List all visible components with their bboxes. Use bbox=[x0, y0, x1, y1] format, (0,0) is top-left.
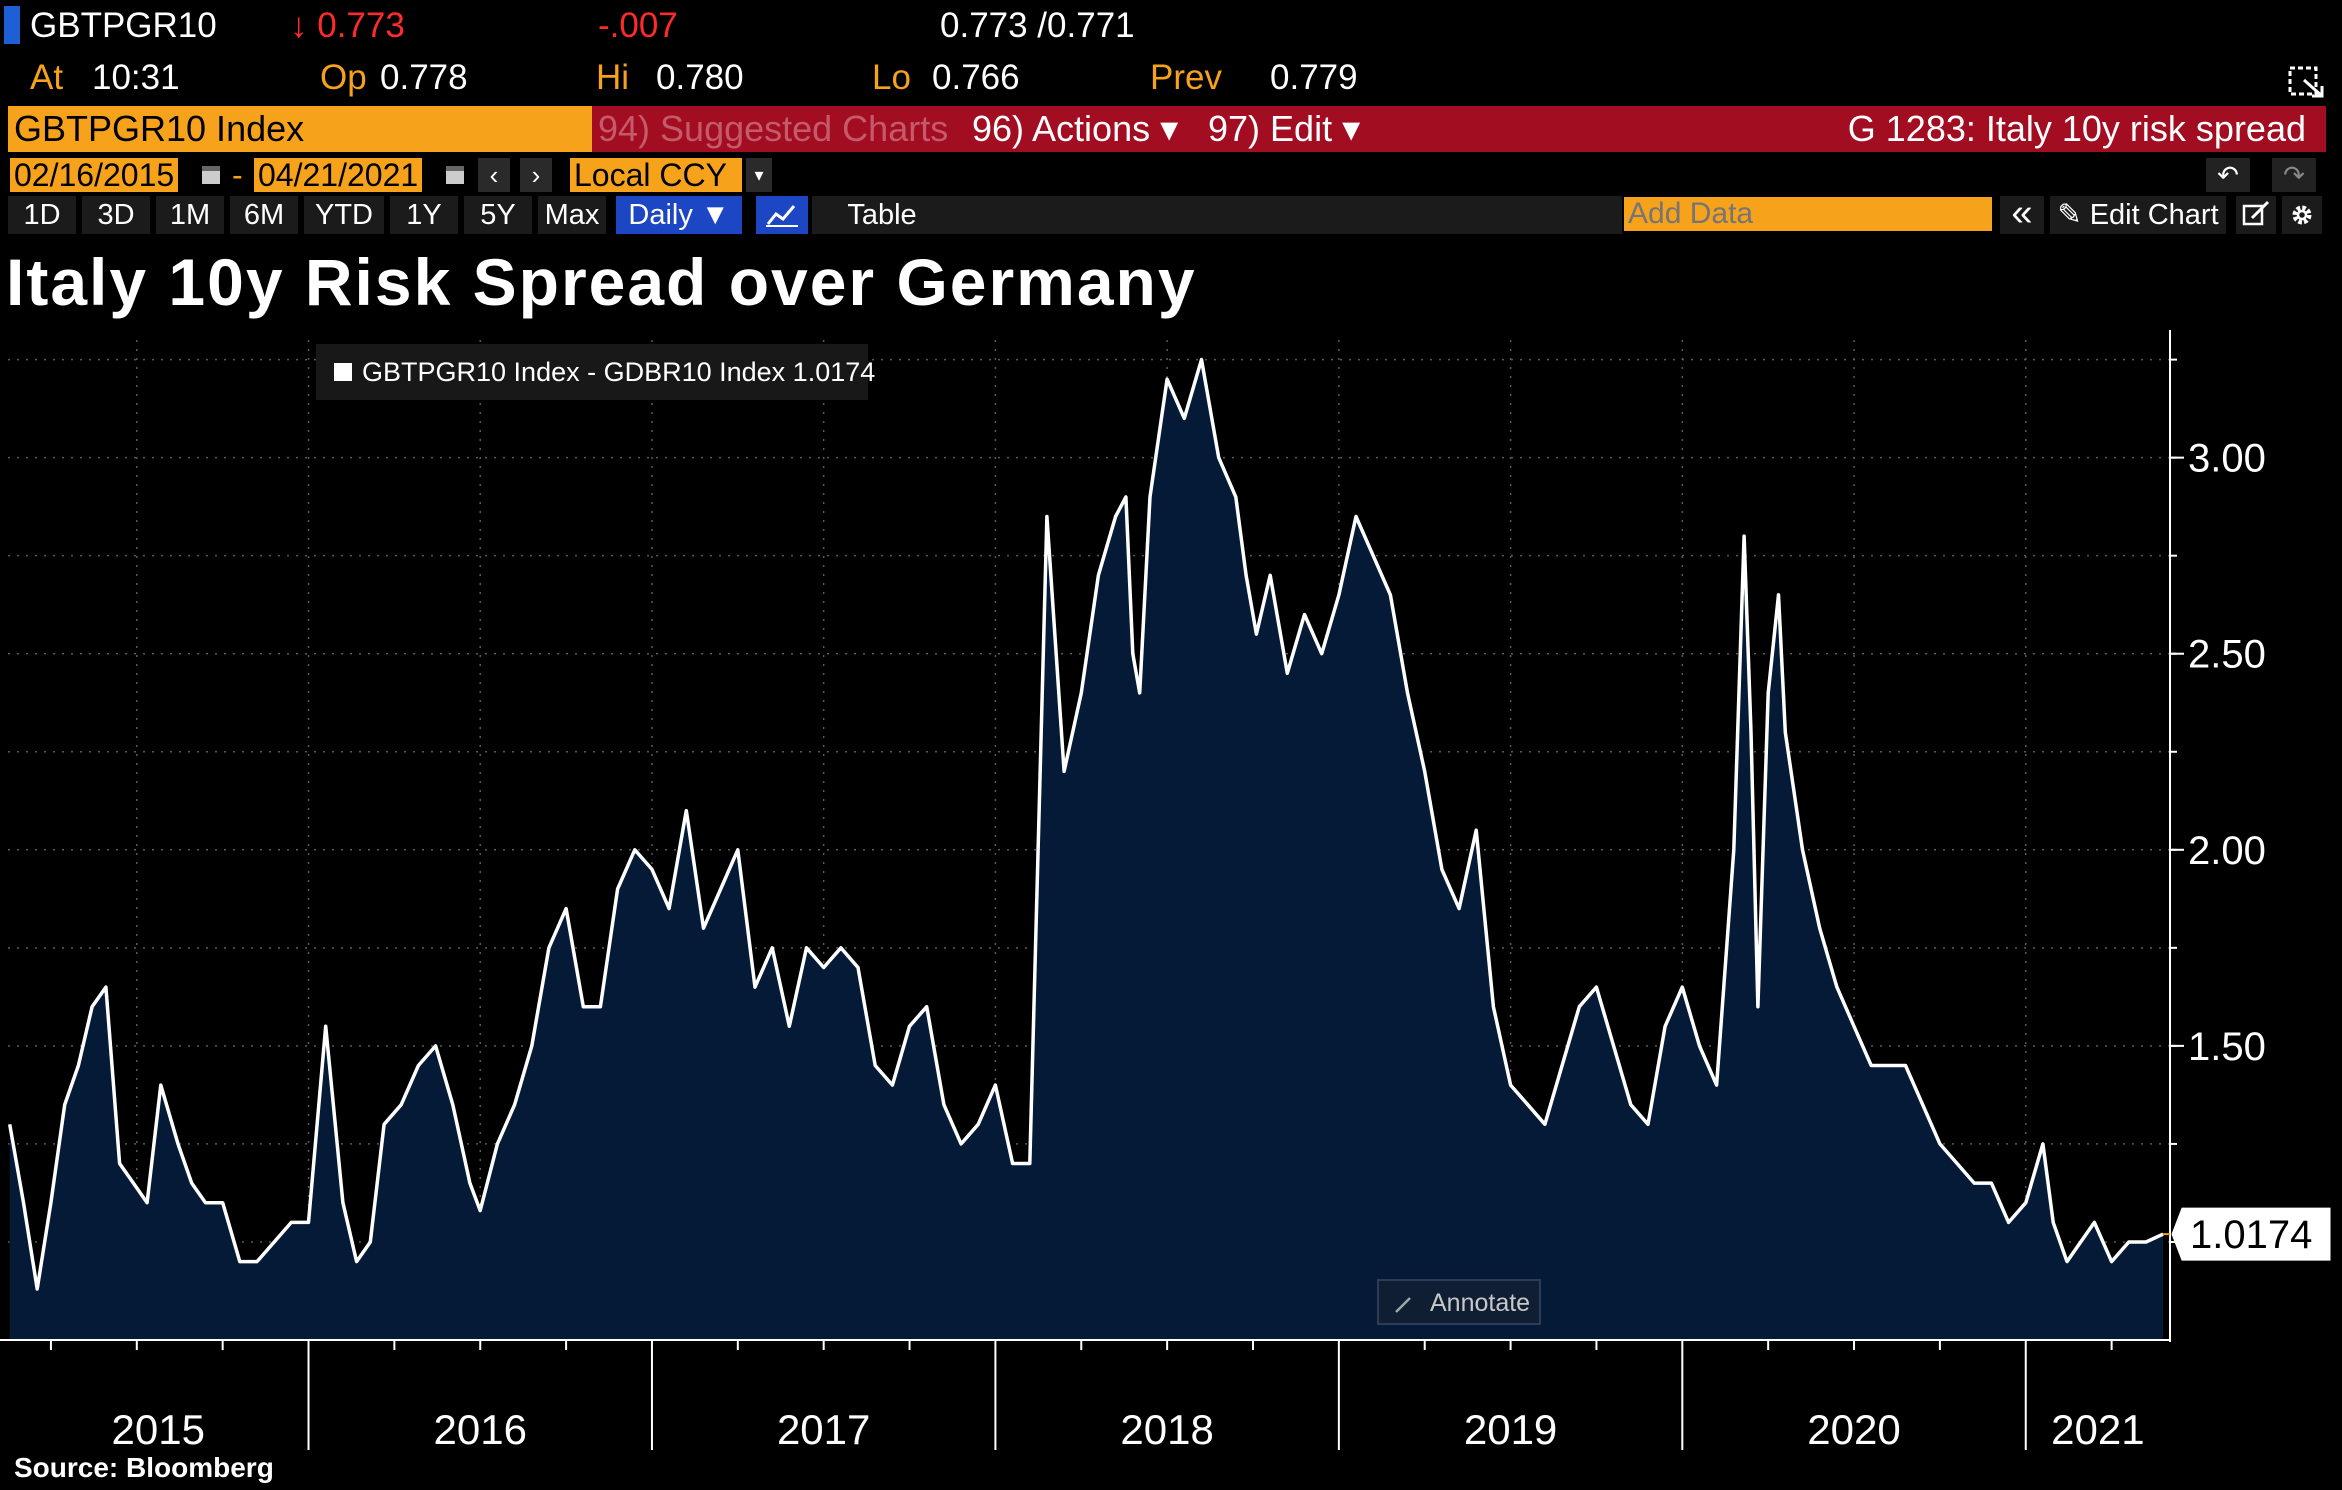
range-3d[interactable]: 3D bbox=[82, 196, 150, 234]
actions-menu[interactable]: 96) Actions ▾ bbox=[960, 106, 1200, 152]
edit-menu[interactable]: 97) Edit ▾ bbox=[1194, 106, 1374, 152]
x-axis: 2015 2016 2017 2018 2019 2020 2021 bbox=[0, 1339, 2170, 1450]
range-1d[interactable]: 1D bbox=[8, 196, 76, 234]
currency-select[interactable]: Local CCY bbox=[570, 158, 742, 192]
y-axis: 1.50 2.00 2.50 3.00 bbox=[2169, 330, 2266, 1342]
last-value-marker: 1.0174 bbox=[2163, 1207, 2331, 1261]
net-change: -.007 bbox=[598, 6, 678, 45]
annotate-label[interactable]: Annotate bbox=[1430, 1289, 1530, 1317]
y-tick-label: 2.00 bbox=[2188, 829, 2266, 873]
calendar-icon[interactable] bbox=[444, 160, 466, 190]
x-tick-label: 2021 bbox=[2051, 1406, 2144, 1450]
suggested-charts-menu[interactable]: 94) Suggested Charts bbox=[592, 106, 960, 152]
at-label: At bbox=[30, 58, 64, 97]
x-tick-label: 2015 bbox=[112, 1406, 205, 1450]
undo-icon[interactable]: ↶ bbox=[2206, 158, 2250, 192]
range-6m[interactable]: 6M bbox=[230, 196, 298, 234]
start-date-field[interactable]: 02/16/2015 bbox=[10, 158, 179, 192]
ticker-marker bbox=[4, 6, 20, 44]
range-ytd[interactable]: YTD bbox=[304, 196, 384, 234]
line-chart-icon[interactable] bbox=[756, 196, 808, 234]
x-tick-label: 2016 bbox=[434, 1406, 527, 1450]
x-tick-label: 2018 bbox=[1120, 1406, 1213, 1450]
legend-label: GBTPGR10 Index - GDBR10 Index 1.0174 bbox=[362, 357, 875, 387]
last-price: ↓ 0.773 bbox=[290, 6, 405, 45]
table-view-button[interactable]: Table bbox=[812, 196, 952, 234]
spread-chart[interactable]: 1.50 2.00 2.50 3.00 2015 2016 2017 2018 2019 202… bbox=[0, 330, 2342, 1450]
open-label: Op bbox=[320, 58, 367, 97]
previous-period-button[interactable]: ‹ bbox=[478, 158, 510, 192]
add-data-input[interactable] bbox=[1624, 197, 1992, 231]
popout-icon[interactable] bbox=[2288, 62, 2326, 100]
ticker-symbol[interactable]: GBTPGR10 bbox=[30, 6, 217, 45]
period-select[interactable]: Daily ▼ bbox=[616, 196, 742, 234]
redo-icon[interactable]: ↷ bbox=[2272, 158, 2316, 192]
x-tick-label: 2017 bbox=[777, 1406, 870, 1450]
source-note: Source: Bloomberg bbox=[14, 1452, 274, 1483]
x-tick-label: 2020 bbox=[1807, 1406, 1900, 1450]
range-bar-spacer bbox=[952, 196, 1622, 234]
next-period-button[interactable]: › bbox=[520, 158, 552, 192]
y-tick-label: 2.50 bbox=[2188, 633, 2266, 677]
calendar-icon[interactable] bbox=[200, 160, 222, 190]
bid-ask: 0.773 /0.771 bbox=[940, 6, 1135, 45]
range-1m[interactable]: 1M bbox=[156, 196, 224, 234]
legend-swatch bbox=[334, 363, 352, 381]
edit-chart-button[interactable]: ✎ Edit Chart bbox=[2050, 196, 2226, 234]
annotate-button[interactable]: Annotate bbox=[1377, 1279, 1541, 1325]
high-label: Hi bbox=[596, 58, 630, 97]
pencil-icon bbox=[1395, 1297, 1411, 1313]
open-value: 0.778 bbox=[380, 58, 468, 97]
command-bar: GBTPGR10 Index 94) Suggested Charts 96) … bbox=[0, 106, 2342, 154]
edit-icon[interactable] bbox=[2236, 196, 2276, 234]
page-title: G 1283: Italy 10y risk spread bbox=[1366, 106, 2326, 152]
settings-gear-icon[interactable] bbox=[2282, 196, 2322, 234]
end-date-field[interactable]: 04/21/2021 bbox=[254, 158, 423, 192]
security-field[interactable]: GBTPGR10 Index bbox=[8, 106, 592, 152]
prev-value: 0.779 bbox=[1270, 58, 1358, 97]
high-value: 0.780 bbox=[656, 58, 744, 97]
x-tick-label: 2019 bbox=[1464, 1406, 1557, 1450]
currency-dropdown-icon[interactable]: ▾ bbox=[746, 158, 772, 192]
y-tick-label: 3.00 bbox=[2188, 437, 2266, 481]
legend: GBTPGR10 Index - GDBR10 Index 1.0174 bbox=[316, 344, 875, 400]
chart-title: Italy 10y Risk Spread over Germany bbox=[6, 245, 1197, 319]
low-label: Lo bbox=[872, 58, 911, 97]
spread-area bbox=[9, 359, 2164, 1341]
prev-label: Prev bbox=[1150, 58, 1222, 97]
y-tick-label: 1.50 bbox=[2188, 1025, 2266, 1069]
last-value-label: 1.0174 bbox=[2190, 1213, 2312, 1257]
spread-line bbox=[7, 357, 2164, 1291]
range-1y[interactable]: 1Y bbox=[390, 196, 458, 234]
range-max[interactable]: Max bbox=[538, 196, 606, 234]
range-5y[interactable]: 5Y bbox=[464, 196, 532, 234]
collapse-icon[interactable]: « bbox=[2000, 194, 2044, 234]
quote-time: 10:31 bbox=[92, 58, 180, 97]
low-value: 0.766 bbox=[932, 58, 1020, 97]
date-separator: - bbox=[232, 157, 243, 193]
